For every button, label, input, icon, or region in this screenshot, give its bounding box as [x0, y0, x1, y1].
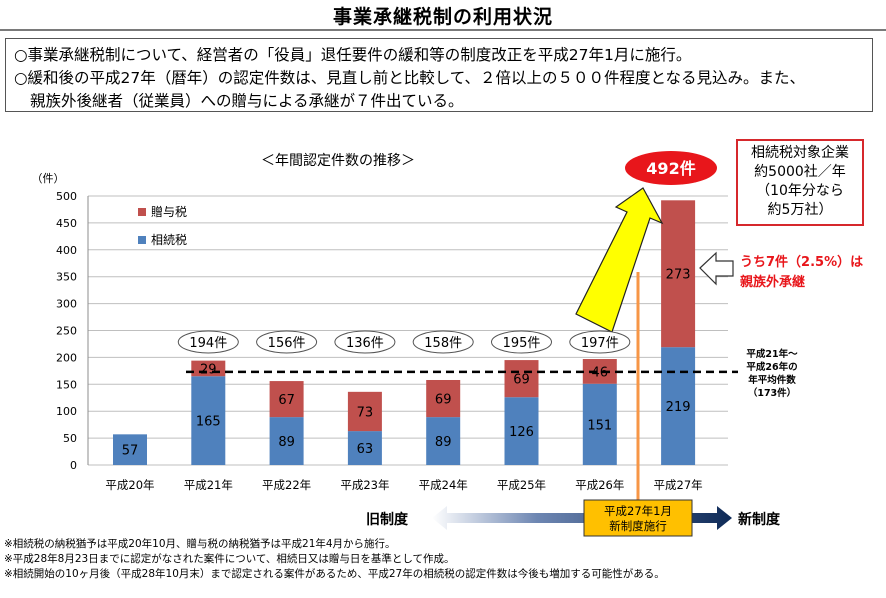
x-tick-label: 平成24年	[419, 478, 468, 492]
y-tick-label: 0	[70, 459, 77, 472]
legend-label-sozoku: 相続税	[151, 233, 187, 247]
total-oval	[334, 330, 396, 354]
data-label-sozoku: 165	[196, 415, 221, 430]
family-note-line-1: うち7件（2.5%）は	[740, 254, 863, 270]
enforcement-box	[583, 499, 693, 537]
page-title: 事業承継税制の利用状況	[332, 6, 553, 28]
bar-sozoku	[191, 376, 226, 465]
intro-box: ○事業承継税制について、経営者の「役員」退任要件の緩和等の制度改正を平成27年1…	[5, 38, 873, 112]
y-tick-label: 50	[63, 432, 77, 445]
bar-sozoku	[661, 347, 696, 465]
timeline-arrow	[432, 506, 732, 530]
family-arrow	[699, 251, 734, 286]
y-tick-label: 150	[56, 378, 77, 391]
bar-sozoku	[504, 397, 539, 465]
x-tick-label: 平成27年	[654, 478, 703, 492]
bar-zoyo	[504, 360, 539, 398]
data-label-sozoku: 63	[357, 442, 374, 457]
footnote-3: ※相続開始の10ヶ月後（平成28年10月末）まで認定される案件があるため、平成2…	[4, 568, 665, 580]
footnote-2: ※平成28年8月23日までに認定がなされた案件について、相続日又は贈与日を基準と…	[4, 553, 455, 565]
y-tick-label: 400	[56, 244, 77, 257]
callout-line-1: 相続税対象企業	[751, 145, 849, 161]
bar-zoyo	[661, 200, 696, 348]
x-tick-label: 平成26年	[575, 478, 624, 492]
data-label-sozoku: 57	[122, 444, 139, 459]
data-label-sozoku: 89	[278, 435, 295, 450]
data-label-zoyo: 69	[513, 373, 530, 388]
data-label-sozoku: 219	[666, 400, 691, 415]
legend-swatch-zoyo	[138, 208, 146, 216]
data-label-zoyo: 67	[278, 393, 295, 408]
chart-title: ＜年間認定件数の推移＞	[261, 153, 415, 169]
total-label: 156件	[268, 336, 306, 351]
total-label: 195件	[503, 336, 541, 351]
y-tick-label: 200	[56, 351, 77, 364]
y-tick-label: 500	[56, 190, 77, 203]
average-label-line: 平成26年の	[746, 361, 797, 373]
total-oval	[569, 330, 631, 354]
data-label-sozoku: 126	[509, 425, 534, 440]
y-tick-label: 250	[56, 325, 77, 338]
total-label: 158件	[424, 336, 462, 351]
y-axis-unit: （件）	[32, 172, 65, 185]
total-oval	[177, 330, 239, 354]
highlight-total-label: 492件	[646, 159, 695, 178]
x-tick-label: 平成21年	[184, 478, 233, 492]
callout-line-2: 約5000社／年	[754, 164, 846, 180]
bar-zoyo	[269, 381, 304, 418]
data-label-zoyo: 46	[592, 365, 609, 380]
average-label-line: 平成21年～	[746, 348, 798, 360]
bar-zoyo	[582, 359, 617, 384]
legend-swatch-sozoku	[138, 236, 146, 244]
bar-sozoku	[113, 434, 147, 465]
title-divider	[0, 29, 886, 31]
x-tick-label: 平成22年	[262, 478, 311, 492]
bar-sozoku	[582, 383, 617, 465]
average-label-line: 年平均件数	[748, 374, 796, 386]
bar-sozoku	[426, 417, 461, 465]
y-tick-label: 100	[56, 405, 77, 418]
total-label: 197件	[581, 336, 619, 351]
data-label-zoyo: 69	[435, 393, 452, 408]
old-system-label: 旧制度	[366, 511, 409, 528]
data-label-zoyo: 273	[666, 268, 691, 283]
intro-line-2: ○緩和後の平成27年（暦年）の認定件数は、見直し前と比較して、２倍以上の５００件…	[14, 69, 806, 87]
data-label-sozoku: 151	[587, 418, 612, 433]
y-tick-label: 300	[56, 298, 77, 311]
y-tick-label: 350	[56, 271, 77, 284]
footnote-1: ※相続税の納税猶予は平成20年10月、贈与税の納税猶予は平成21年4月から施行。	[4, 538, 396, 550]
bar-sozoku	[347, 431, 382, 465]
x-tick-label: 平成25年	[497, 478, 546, 492]
enforcement-line-1: 平成27年1月	[604, 504, 672, 518]
highlight-oval	[625, 151, 717, 185]
total-oval	[412, 330, 474, 354]
tax-target-callout: 相続税対象企業 約5000社／年 （10年分なら 約5万社）	[736, 139, 864, 226]
data-label-sozoku: 89	[435, 435, 452, 450]
intro-line-3: 親族外後継者（従業員）への贈与による承継が７件出ている。	[30, 92, 464, 110]
data-label-zoyo: 73	[357, 405, 374, 420]
data-label-zoyo: 29	[200, 362, 217, 377]
x-tick-label: 平成23年	[340, 478, 389, 492]
average-label-line: （173件）	[748, 387, 796, 399]
growth-arrow	[575, 187, 664, 333]
bar-zoyo	[426, 379, 461, 418]
total-label: 136件	[346, 336, 384, 351]
y-tick-label: 450	[56, 217, 77, 230]
bar-zoyo	[347, 391, 382, 432]
callout-line-4: 約5万社）	[767, 202, 833, 218]
x-tick-label: 平成20年	[105, 478, 154, 492]
legend-label-zoyo: 贈与税	[151, 204, 187, 219]
total-oval	[256, 330, 318, 354]
enforcement-line-2: 新制度施行	[609, 519, 667, 533]
family-note-line-2: 親族外承継	[740, 274, 805, 290]
new-system-label: 新制度	[738, 511, 781, 528]
total-oval	[491, 330, 552, 354]
total-label: 194件	[189, 336, 227, 351]
bar-sozoku	[269, 417, 304, 465]
intro-line-1: ○事業承継税制について、経営者の「役員」退任要件の緩和等の制度改正を平成27年1…	[14, 46, 692, 64]
callout-line-3: （10年分なら	[756, 183, 844, 199]
